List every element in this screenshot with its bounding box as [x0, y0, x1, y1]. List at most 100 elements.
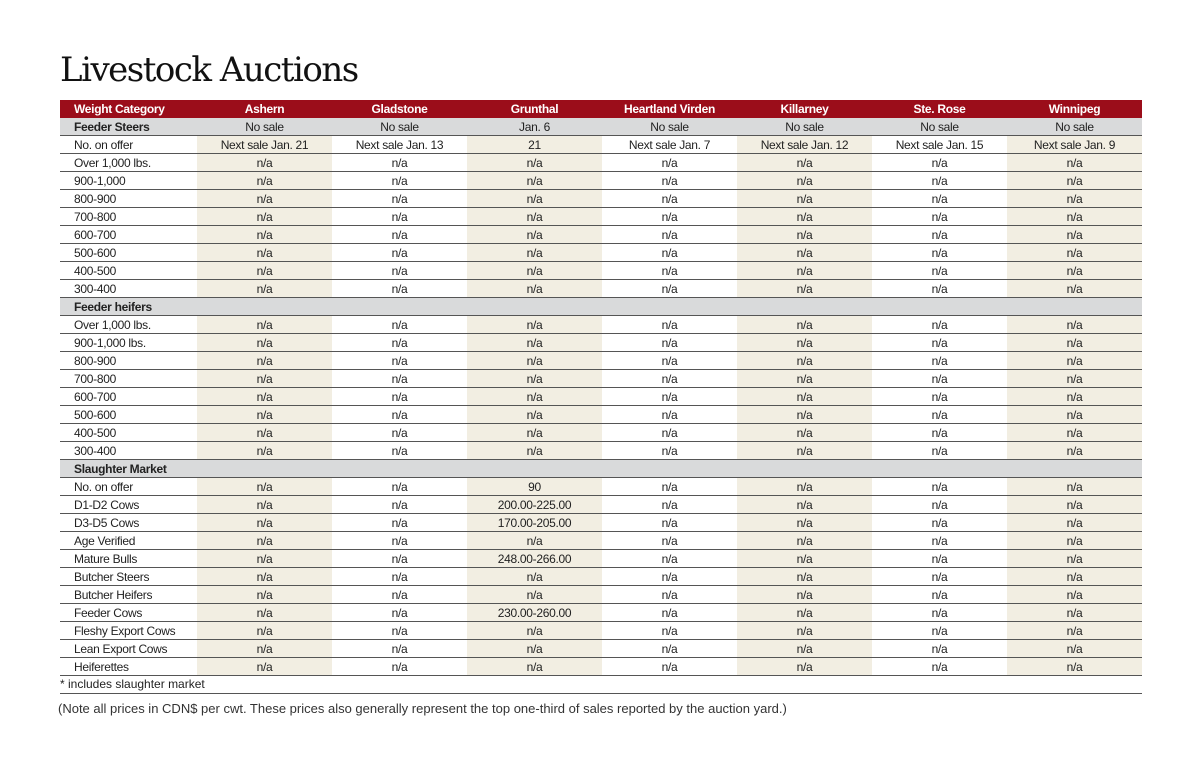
table-cell: Next sale Jan. 9: [1007, 135, 1142, 154]
table-cell: n/a: [737, 441, 872, 460]
table-cell: [1007, 297, 1142, 316]
table-cell: n/a: [737, 171, 872, 190]
column-header: Ashern: [197, 100, 332, 118]
row-label: D3-D5 Cows: [60, 513, 197, 532]
table-cell: n/a: [332, 603, 467, 622]
table-cell: n/a: [467, 405, 602, 424]
section-row: Feeder Steers No sale No sale Jan. 6 No sale…: [60, 117, 1142, 136]
table-cell: n/a: [872, 495, 1007, 514]
table-cell: No sale: [332, 117, 467, 136]
table-cell: n/a: [737, 315, 872, 334]
table-cell: n/a: [602, 333, 737, 352]
table-cell: n/a: [467, 621, 602, 640]
table-cell: n/a: [467, 351, 602, 370]
table-cell: n/a: [332, 423, 467, 442]
table-cell: n/a: [1007, 513, 1142, 532]
table-cell: [737, 297, 872, 316]
table-cell: n/a: [1007, 153, 1142, 172]
table-cell: n/a: [467, 153, 602, 172]
table-cell: [872, 459, 1007, 478]
table-cell: n/a: [332, 351, 467, 370]
table-cell: n/a: [467, 315, 602, 334]
table-cell: n/a: [332, 531, 467, 550]
table-cell: n/a: [197, 225, 332, 244]
row-label: Feeder heifers: [60, 297, 197, 316]
table-cell: n/a: [1007, 585, 1142, 604]
row-label: Slaughter Market: [60, 459, 197, 478]
table-cell: n/a: [1007, 225, 1142, 244]
table-cell: n/a: [332, 207, 467, 226]
table-cell: No sale: [602, 117, 737, 136]
table-cell: n/a: [1007, 351, 1142, 370]
table-cell: n/a: [602, 171, 737, 190]
table-cell: n/a: [197, 423, 332, 442]
table-cell: n/a: [197, 369, 332, 388]
table-cell: [1007, 459, 1142, 478]
table-cell: [467, 297, 602, 316]
table-cell: n/a: [872, 477, 1007, 496]
table-cell: n/a: [1007, 531, 1142, 550]
table-cell: n/a: [467, 369, 602, 388]
table-cell: n/a: [737, 477, 872, 496]
table-cell: n/a: [467, 243, 602, 262]
row-label: Mature Bulls: [60, 549, 197, 568]
row-label: Butcher Heifers: [60, 585, 197, 604]
table-cell: [872, 297, 1007, 316]
table-cell: n/a: [1007, 171, 1142, 190]
table-cell: n/a: [197, 567, 332, 586]
table-cell: n/a: [737, 261, 872, 280]
table-row: D3-D5 Cows n/a n/a 170.00-205.00 n/a n/a n/a n/…: [60, 513, 1142, 532]
row-label: 500-600: [60, 405, 197, 424]
table-cell: n/a: [737, 423, 872, 442]
table-cell: n/a: [197, 531, 332, 550]
table-row: Fleshy Export Cows n/a n/a n/a n/a n/a n/a n/a: [60, 621, 1142, 640]
table-cell: n/a: [467, 567, 602, 586]
table-cell: n/a: [602, 423, 737, 442]
table-cell: n/a: [467, 333, 602, 352]
table-cell: n/a: [737, 639, 872, 658]
table-cell: No sale: [1007, 117, 1142, 136]
table-cell: n/a: [602, 657, 737, 676]
table-row: 700-800 n/a n/a n/a n/a n/a n/a n/a: [60, 207, 1142, 226]
table-cell: n/a: [602, 207, 737, 226]
table-cell: n/a: [467, 279, 602, 298]
table-cell: n/a: [1007, 477, 1142, 496]
table-cell: n/a: [872, 189, 1007, 208]
table-cell: n/a: [467, 657, 602, 676]
row-label: Heiferettes: [60, 657, 197, 676]
table-cell: n/a: [1007, 279, 1142, 298]
table-cell: n/a: [602, 351, 737, 370]
table-cell: n/a: [332, 549, 467, 568]
table-cell: n/a: [872, 441, 1007, 460]
row-label: 300-400: [60, 279, 197, 298]
table-cell: n/a: [737, 351, 872, 370]
table-cell: n/a: [602, 495, 737, 514]
table-row: Over 1,000 lbs. n/a n/a n/a n/a n/a n/a n/a: [60, 315, 1142, 334]
table-cell: n/a: [1007, 315, 1142, 334]
table-cell: n/a: [602, 369, 737, 388]
row-label: 800-900: [60, 189, 197, 208]
table-cell: n/a: [1007, 441, 1142, 460]
table-cell: Next sale Jan. 21: [197, 135, 332, 154]
table-cell: n/a: [1007, 621, 1142, 640]
table-row: 600-700 n/a n/a n/a n/a n/a n/a n/a: [60, 225, 1142, 244]
table-cell: n/a: [602, 441, 737, 460]
table-cell: n/a: [1007, 495, 1142, 514]
row-label: 700-800: [60, 369, 197, 388]
table-cell: n/a: [467, 171, 602, 190]
table-cell: n/a: [737, 225, 872, 244]
table-cell: n/a: [197, 477, 332, 496]
table-cell: Next sale Jan. 12: [737, 135, 872, 154]
section-row: Slaughter Market: [60, 459, 1142, 478]
table-row: Butcher Steers n/a n/a n/a n/a n/a n/a n/a: [60, 567, 1142, 586]
table-cell: n/a: [197, 639, 332, 658]
row-label: 600-700: [60, 387, 197, 406]
table-cell: n/a: [467, 225, 602, 244]
column-header: Heartland Virden: [602, 100, 737, 118]
table-cell: n/a: [737, 243, 872, 262]
table-cell: n/a: [737, 189, 872, 208]
table-cell: Next sale Jan. 7: [602, 135, 737, 154]
table-cell: 21: [467, 135, 602, 154]
table-row: 300-400 n/a n/a n/a n/a n/a n/a n/a: [60, 279, 1142, 298]
table-cell: [602, 459, 737, 478]
